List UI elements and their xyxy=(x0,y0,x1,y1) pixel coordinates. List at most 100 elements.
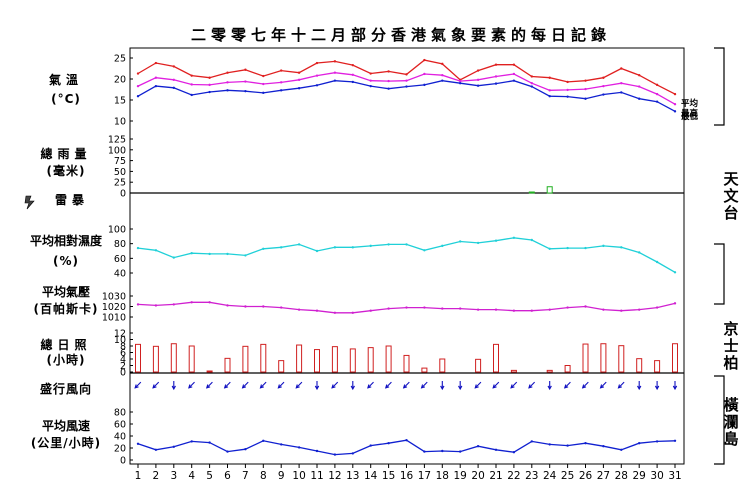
wind-direction-arrow xyxy=(599,381,607,389)
temp-point xyxy=(226,89,229,92)
sun-ytick-label: 12 xyxy=(114,329,126,340)
pressure-point xyxy=(315,309,319,312)
temp-point xyxy=(369,84,372,88)
rh-point xyxy=(136,246,140,250)
temp-point xyxy=(548,76,551,79)
x-tick-label: 25 xyxy=(561,470,574,482)
temp-point xyxy=(655,83,659,87)
temp-point xyxy=(405,79,408,82)
temp-point xyxy=(315,61,319,65)
temp-point xyxy=(530,82,533,85)
panel-label-sun: 總日照 xyxy=(40,337,91,352)
panels: 氣溫(°C)10152025最高平均最低總雨量(毫米)0255075100125… xyxy=(24,54,699,467)
wind_speed-ytick-label: 0 xyxy=(120,456,126,467)
rh-series xyxy=(137,237,676,273)
temp-point xyxy=(351,63,354,67)
temp-point xyxy=(280,89,283,92)
sun-bar xyxy=(385,345,392,373)
rh-ytick-label: 60 xyxy=(114,254,126,265)
x-tick-label: 20 xyxy=(471,470,484,482)
sun-bar xyxy=(314,349,320,373)
wind_speed-point xyxy=(566,444,569,447)
temp-point xyxy=(297,71,301,74)
wind_speed-point xyxy=(602,445,605,448)
x-tick-label: 1 xyxy=(135,470,142,482)
pressure-point xyxy=(566,306,569,309)
sun-bar xyxy=(367,347,374,373)
rain-bar xyxy=(528,191,535,194)
panel-unit-sun: (小時) xyxy=(47,352,86,367)
rh-point xyxy=(459,240,462,243)
temp-point xyxy=(369,79,372,82)
sun-bar xyxy=(600,343,607,373)
rain-ytick-label: 0 xyxy=(120,189,126,200)
wind_speed-point xyxy=(297,446,301,449)
temp-point xyxy=(548,89,551,92)
x-tick-label: 5 xyxy=(206,470,213,482)
temp-point xyxy=(423,83,426,87)
rh-point xyxy=(405,243,408,246)
wind-direction-arrow xyxy=(420,381,428,389)
temp-point xyxy=(387,79,390,83)
temp-point xyxy=(280,81,283,84)
wind_speed-point xyxy=(512,451,516,454)
wind-direction-arrow xyxy=(134,381,142,389)
wind-direction-arrow xyxy=(384,381,392,389)
sun-bar xyxy=(224,357,231,373)
x-tick-label: 14 xyxy=(364,470,378,482)
wind_speed-point xyxy=(494,448,498,451)
sun-ytick-label: 4 xyxy=(120,355,126,366)
x-tick-label: 6 xyxy=(224,470,231,482)
wind-direction-arrow xyxy=(241,381,249,389)
wind_speed-point xyxy=(584,442,587,445)
wind_speed-point xyxy=(315,449,319,453)
wind_speed-ytick-label: 60 xyxy=(114,420,126,431)
x-tick-label: 4 xyxy=(188,470,195,482)
temp-point xyxy=(315,74,319,77)
x-tick-label: 11 xyxy=(310,470,323,482)
sun-bar xyxy=(439,358,446,373)
temp-point xyxy=(172,65,175,68)
pressure-point xyxy=(476,308,480,311)
sun-bar xyxy=(564,365,571,373)
wind-direction-arrow xyxy=(205,381,213,389)
temp-point xyxy=(190,74,193,77)
sun-bar xyxy=(260,343,267,373)
temp-ytick-label: 25 xyxy=(114,54,126,65)
temp-point xyxy=(244,80,247,83)
temp-ytick-label: 15 xyxy=(114,96,126,107)
rh-point xyxy=(548,247,551,250)
rain-ytick-label: 75 xyxy=(114,156,126,167)
sun-bar xyxy=(242,345,249,373)
rh-point xyxy=(244,254,247,257)
wind_speed-point xyxy=(638,442,641,445)
rh-point xyxy=(262,247,265,250)
wind-direction-arrow xyxy=(350,381,355,391)
rh-point xyxy=(369,244,372,248)
temp-point xyxy=(262,74,265,78)
panel-unit-wind_speed: (公里/小時) xyxy=(31,435,101,450)
rh-point xyxy=(280,246,283,249)
x-tick-label: 3 xyxy=(170,470,177,482)
panel-unit-pressure: (百帕斯卡) xyxy=(34,301,99,316)
sun-bar xyxy=(510,369,517,373)
wind-direction-arrow xyxy=(402,381,410,389)
temp-point xyxy=(172,78,175,82)
wind_speed-point xyxy=(208,441,211,444)
sun-bar xyxy=(206,370,213,373)
pressure-point xyxy=(620,309,623,312)
temp-point xyxy=(244,89,247,93)
rh-point xyxy=(602,244,605,248)
panel-label-rh: 平均相對濕度 xyxy=(30,233,103,248)
wind_speed-point xyxy=(244,448,247,451)
temp-point xyxy=(280,69,283,72)
sun-bar xyxy=(170,343,177,373)
temp-point xyxy=(584,87,587,91)
wind_speed-point xyxy=(333,453,337,456)
sun-ytick-label: 0 xyxy=(120,368,126,379)
wind-direction-arrow xyxy=(440,381,445,391)
x-tick-label: 13 xyxy=(346,470,359,482)
temp-point xyxy=(208,90,211,94)
pressure-point xyxy=(333,311,337,314)
